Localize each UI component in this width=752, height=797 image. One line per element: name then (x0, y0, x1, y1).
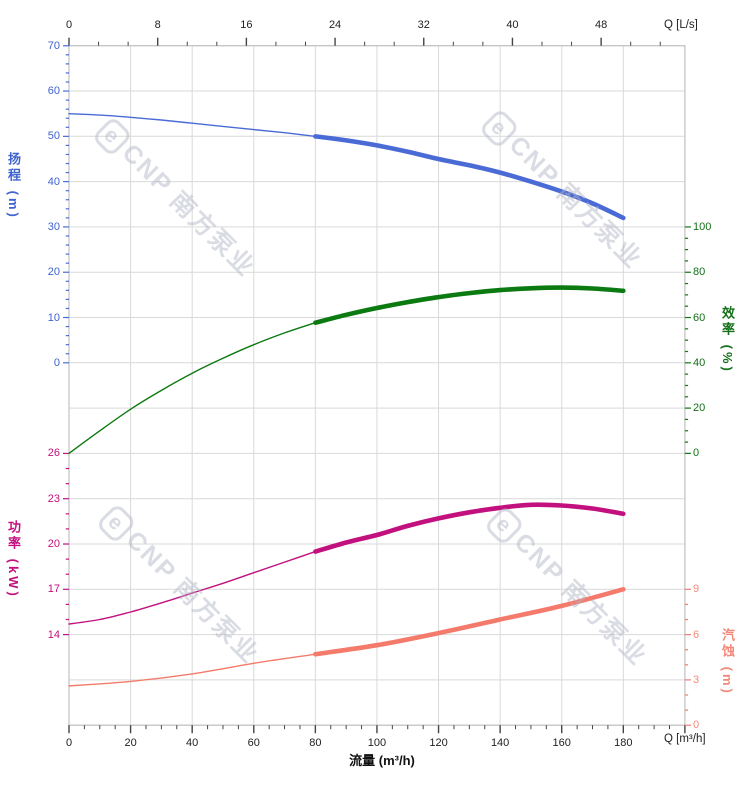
head-axis-title: 扬程 (m) (6, 152, 21, 220)
npsh-tick-label: 6 (693, 628, 700, 641)
power-axis-title: 功率 (kW) (6, 520, 21, 599)
head-tick-label: 20 (47, 266, 60, 279)
bottom-tick-label: 20 (124, 737, 137, 749)
bottom-tick-label: 100 (367, 737, 387, 749)
npsh-axis-title: 汽蚀 (m) (720, 628, 735, 696)
efficiency-tick-label: 80 (693, 266, 706, 279)
head-tick-label: 50 (47, 130, 60, 143)
top-tick-label: 40 (506, 19, 519, 31)
top-tick-label: 48 (595, 19, 608, 31)
bottom-tick-label: 40 (186, 737, 199, 749)
head-tick-label: 70 (47, 39, 60, 52)
head-tick-label: 30 (47, 220, 60, 233)
top-tick-label: 8 (154, 19, 161, 31)
top-tick-label: 0 (65, 19, 73, 31)
top-tick-label: 32 (417, 19, 430, 31)
x-axis-title: 流量 (m³/h) (349, 753, 415, 768)
head-tick-label: 40 (47, 175, 60, 188)
head-curve-thin (68, 113, 317, 138)
power-tick-label: 26 (47, 447, 60, 460)
efficiency-tick-label: 60 (693, 311, 706, 324)
efficiency-tick-label: 0 (693, 447, 700, 460)
power-tick-label: 14 (47, 628, 60, 641)
bottom-tick-label: 180 (614, 737, 633, 749)
efficiency-tick-label: 100 (693, 220, 712, 233)
bottom-tick-label: 140 (490, 737, 510, 749)
power-tick-label: 23 (47, 492, 60, 505)
npsh-tick-label: 9 (693, 583, 700, 596)
power-tick-label: 20 (47, 538, 60, 551)
power-curve-bold (313, 502, 626, 554)
efficiency-curve-bold (313, 285, 626, 325)
top-tick-label: 16 (240, 19, 253, 31)
power-tick-label: 17 (47, 583, 60, 596)
head-tick-label: 0 (53, 356, 60, 369)
efficiency-curve-thin (68, 322, 317, 455)
head-tick-label: 60 (47, 85, 60, 98)
efficiency-tick-label: 20 (693, 402, 706, 415)
npsh-tick-label: 3 (693, 673, 700, 686)
top-axis-unit-label: Q [L/s] (664, 19, 698, 31)
head-tick-label: 10 (47, 311, 60, 324)
npsh-curve-thin (68, 653, 317, 687)
bottom-tick-label: 60 (247, 737, 260, 749)
efficiency-tick-label: 40 (693, 356, 706, 369)
npsh-curve-bold (313, 587, 626, 657)
bottom-tick-label: 160 (552, 737, 571, 749)
npsh-tick-label: 0 (693, 719, 700, 732)
bottom-axis-unit-label: Q [m³/h] (664, 733, 706, 745)
head-curve-bold (313, 134, 626, 221)
bottom-tick-label: 120 (429, 737, 448, 749)
efficiency-axis-title: 效率 (%) (720, 306, 735, 374)
bottom-tick-label: 0 (65, 737, 73, 749)
bottom-tick-label: 80 (309, 737, 322, 749)
top-tick-label: 24 (328, 19, 342, 31)
power-curve-thin (68, 550, 317, 625)
